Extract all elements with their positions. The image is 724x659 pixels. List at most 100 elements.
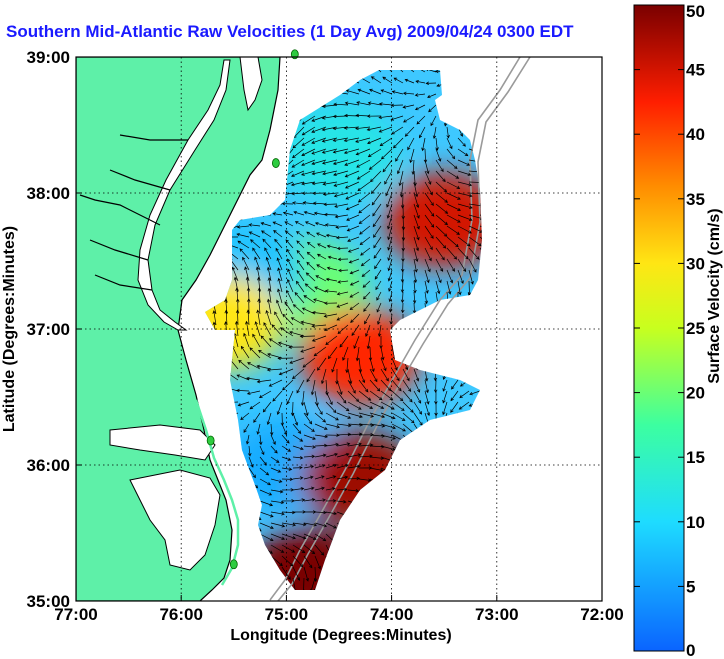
colorbar-tick-label: 15 — [686, 448, 705, 467]
velocity-arrow — [358, 203, 371, 214]
velocity-arrow — [446, 214, 461, 223]
velocity-arrow — [400, 192, 405, 209]
velocity-arrow — [358, 478, 372, 482]
velocity-arrow — [435, 258, 444, 272]
velocity-arrow — [252, 333, 261, 348]
velocity-arrow — [311, 181, 327, 186]
velocity-arrow — [355, 148, 371, 156]
velocity-arrow — [356, 159, 371, 168]
velocity-arrow — [257, 298, 261, 315]
velocity-arrow — [248, 445, 252, 457]
velocity-arrow — [457, 181, 473, 187]
velocity-arrow — [336, 379, 343, 396]
velocity-arrow — [259, 533, 274, 542]
velocity-arrow — [468, 225, 482, 233]
velocity-arrow — [349, 291, 360, 298]
velocity-arrow — [302, 201, 316, 205]
velocity-arrow — [325, 423, 341, 429]
velocity-arrow — [347, 247, 360, 253]
velocity-arrow — [291, 159, 305, 168]
velocity-zone — [300, 308, 421, 405]
velocity-arrow — [314, 486, 325, 491]
velocity-arrow — [281, 510, 296, 515]
velocity-arrow — [270, 456, 280, 463]
velocity-arrow — [306, 261, 316, 271]
velocity-arrow — [347, 401, 362, 410]
velocity-arrow — [366, 126, 382, 132]
velocity-arrow — [378, 126, 393, 133]
velocity-arrow — [312, 201, 327, 205]
velocity-arrow — [292, 423, 302, 434]
velocity-arrow — [277, 288, 283, 304]
velocity-arrow — [345, 203, 360, 211]
velocity-arrow — [350, 313, 360, 324]
velocity-arrow — [270, 434, 276, 445]
velocity-arrow — [424, 203, 435, 217]
velocity-arrow — [236, 232, 250, 238]
velocity-arrow — [325, 335, 338, 346]
velocity-arrow — [369, 88, 382, 95]
velocity-arrow — [259, 478, 271, 486]
velocity-arrow — [446, 280, 452, 295]
velocity-arrow — [311, 126, 327, 133]
velocity-arrow — [469, 390, 481, 396]
colorbar-tick-label: 25 — [686, 319, 705, 338]
y-tick-labels: 39:00 38:00 37:00 36:00 35:00 — [27, 48, 82, 611]
velocity-arrow — [338, 268, 349, 273]
velocity-arrow — [277, 356, 294, 361]
velocity-arrow — [301, 181, 316, 186]
velocity-arrow — [446, 247, 458, 260]
velocity-arrow — [402, 91, 415, 96]
velocity-arrow — [281, 555, 294, 567]
velocity-arrow — [450, 401, 459, 413]
velocity-arrow — [299, 334, 316, 339]
velocity-arrow — [302, 357, 316, 368]
velocity-arrow — [306, 231, 316, 238]
velocity-arrow — [402, 401, 414, 413]
velocity-arrow — [278, 368, 294, 376]
velocity-arrow — [358, 466, 373, 470]
velocity-arrow — [336, 313, 349, 321]
x-tick-label: 72:00 — [580, 605, 623, 624]
velocity-arrow — [442, 379, 448, 392]
velocity-arrow — [301, 307, 316, 315]
velocity-arrow — [246, 309, 250, 326]
velocity-arrow — [289, 357, 305, 364]
velocity-arrow — [305, 272, 316, 282]
velocity-arrow — [273, 230, 283, 238]
colorbar-tick-label: 10 — [686, 513, 705, 532]
velocity-arrow — [234, 320, 239, 337]
velocity-arrow — [457, 269, 464, 284]
velocity-arrow — [292, 465, 303, 470]
velocity-arrow — [270, 489, 284, 494]
velocity-arrow — [371, 192, 382, 206]
velocity-arrow — [292, 445, 304, 451]
velocity-arrow — [254, 256, 261, 271]
velocity-arrow — [292, 456, 304, 460]
velocity-arrow — [333, 192, 349, 198]
velocity-arrow — [294, 221, 305, 227]
velocity-arrow — [343, 148, 360, 155]
velocity-arrow — [336, 487, 348, 492]
velocity-arrow — [353, 335, 360, 349]
velocity-arrow — [248, 467, 256, 479]
velocity-arrow — [240, 345, 250, 359]
velocity-arrow — [303, 454, 316, 459]
velocity-arrow — [403, 115, 415, 123]
velocity-arrow — [380, 89, 393, 95]
velocity-arrow — [303, 544, 316, 555]
velocity-arrow — [277, 277, 283, 293]
velocity-arrow — [248, 223, 261, 227]
velocity-arrow — [259, 489, 273, 496]
velocity-arrow — [291, 170, 305, 177]
velocity-arrow — [457, 159, 471, 166]
x-tick-label: 75:00 — [265, 605, 308, 624]
velocity-arrow — [258, 390, 272, 398]
velocity-zone — [205, 274, 284, 371]
velocity-arrow — [272, 390, 283, 402]
velocity-arrow — [334, 214, 349, 219]
velocity-arrow — [400, 280, 405, 293]
velocity-arrow — [373, 247, 382, 259]
velocity-arrow — [326, 244, 338, 249]
